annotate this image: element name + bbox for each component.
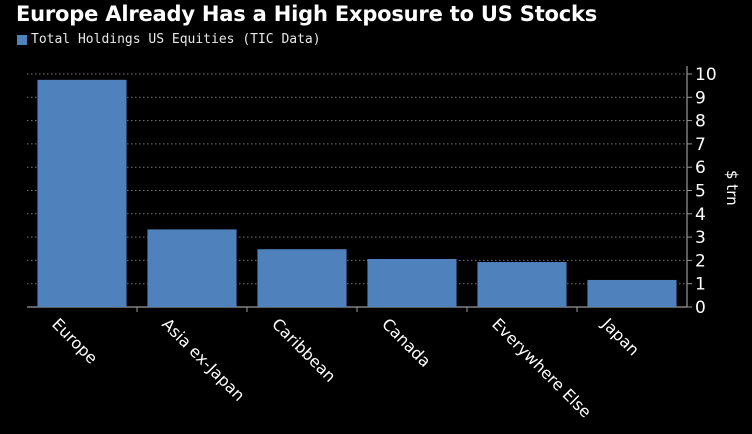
legend-label: Total Holdings US Equities (TIC Data) (31, 32, 321, 47)
chart-title: Europe Already Has a High Exposure to US… (16, 2, 598, 26)
bar-asia-ex-japan (147, 229, 237, 307)
x-tick-label: Asia ex-Japan (158, 314, 248, 404)
x-tick-label: Canada (378, 314, 434, 370)
bar-japan (587, 279, 677, 307)
y-axis-label: $ trn (723, 170, 741, 206)
y-tick-label: 5 (695, 182, 706, 202)
bar-everywhere-else (477, 262, 567, 307)
legend-swatch (17, 34, 27, 45)
x-tick-label: Caribbean (268, 314, 339, 385)
y-tick-label: 2 (695, 251, 706, 271)
x-tick-label: Japan (597, 314, 643, 360)
x-tick-label: Europe (48, 314, 101, 367)
y-tick-label: 8 (695, 112, 706, 132)
y-tick-label: 7 (695, 135, 706, 155)
y-tick-label: 10 (695, 65, 717, 85)
y-tick-label: 6 (695, 158, 706, 178)
y-tick-label: 0 (695, 298, 706, 318)
y-tick-label: 4 (695, 205, 706, 225)
y-tick-label: 3 (695, 228, 706, 248)
bar-europe (37, 79, 127, 307)
x-tick-label: Everywhere Else (488, 314, 595, 421)
bar-canada (367, 259, 457, 307)
bar-caribbean (257, 249, 347, 307)
legend: Total Holdings US Equities (TIC Data) (17, 32, 321, 47)
y-tick-label: 9 (695, 88, 706, 108)
y-tick-label: 1 (695, 275, 706, 295)
